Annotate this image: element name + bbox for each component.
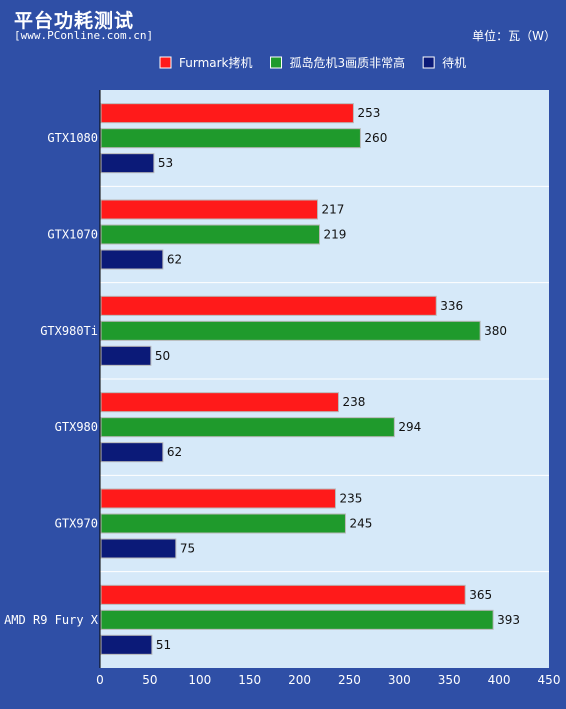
data-label: 380 [484,324,507,338]
data-label: 235 [339,492,362,506]
legend-label: 待机 [442,56,466,70]
category-label: GTX980 [55,420,98,434]
bar-gtx980ti-s0 [100,295,437,316]
x-tick-label: 50 [142,673,157,687]
legend-swatch [422,56,435,69]
data-label: 53 [158,156,173,170]
data-label: 50 [155,349,170,363]
bar-amd-r9-fury-x-s0 [100,584,466,605]
source-label: [www.PConline.com.cn] [14,29,154,42]
x-tick-label: 400 [488,673,511,687]
bar-gtx980-s2 [100,442,164,463]
x-tick-label: 450 [538,673,561,687]
category-label: GTX1070 [47,228,98,242]
data-label: 62 [167,253,182,267]
bar-gtx1080-s2 [100,153,155,174]
x-tick-label: 150 [238,673,261,687]
bar-gtx1070-s0 [100,199,319,220]
data-label: 75 [180,542,195,556]
x-tick-label: 100 [188,673,211,687]
data-label: 260 [364,131,387,145]
data-label: 393 [497,613,520,627]
data-label: 365 [469,588,492,602]
chart-title: 平台功耗测试 [14,10,135,32]
unit-label: 单位：瓦（W） [472,29,556,43]
bar-amd-r9-fury-x-s1 [100,609,494,630]
category-label: GTX970 [55,517,98,531]
data-label: 336 [440,299,463,313]
bar-gtx980-s1 [100,417,395,438]
legend-swatch [270,56,283,69]
data-label: 217 [322,203,345,217]
category-label: GTX980Ti [40,324,98,338]
bar-gtx970-s2 [100,538,177,559]
x-tick-label: 200 [288,673,311,687]
data-label: 51 [156,638,171,652]
bar-gtx1080-s1 [100,128,361,149]
data-label: 62 [167,445,182,459]
x-tick-label: 0 [96,673,104,687]
legend-swatch [159,56,172,69]
category-label: AMD R9 Fury X [4,613,99,627]
bar-gtx1070-s2 [100,249,164,270]
data-label: 253 [357,106,380,120]
bar-amd-r9-fury-x-s2 [100,634,153,655]
x-tick-label: 250 [338,673,361,687]
bar-gtx970-s0 [100,488,336,509]
bar-gtx980ti-s2 [100,345,152,366]
data-label: 238 [342,395,365,409]
x-tick-label: 350 [438,673,461,687]
bar-gtx1070-s1 [100,224,321,245]
bar-gtx980-s0 [100,392,339,413]
x-tick-label: 300 [388,673,411,687]
data-label: 219 [324,228,347,242]
legend-label: Furmark拷机 [179,55,253,70]
data-label: 245 [349,517,372,531]
legend-label: 孤岛危机3画质非常高 [290,55,406,70]
category-label: GTX1080 [47,131,98,145]
data-label: 294 [398,420,421,434]
bar-gtx1080-s0 [100,103,354,124]
bar-gtx980ti-s1 [100,320,481,341]
bar-gtx970-s1 [100,513,346,534]
